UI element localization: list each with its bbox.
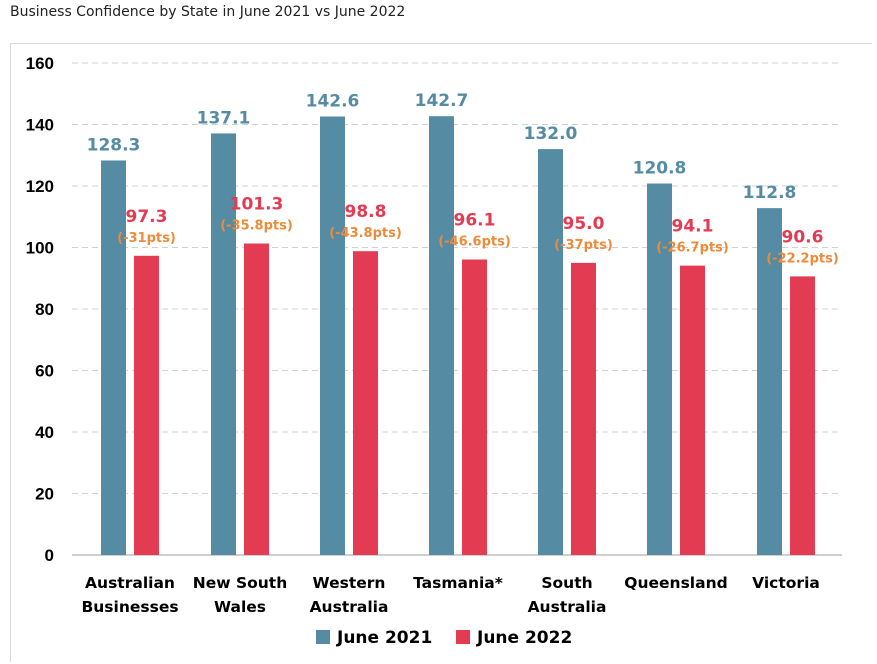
bar-june-2022 (244, 243, 269, 555)
bar-june-2022 (134, 255, 159, 556)
y-tick-label: 60 (35, 362, 54, 381)
data-label-june-2021: 112.8 (743, 183, 797, 203)
x-category-label: Tasmania* (413, 574, 503, 592)
bar-june-2022 (462, 259, 487, 555)
change-label: (-46.6pts) (438, 234, 511, 249)
bar-june-2021 (320, 116, 345, 555)
bar-june-2022 (571, 262, 596, 555)
y-tick-label: 120 (26, 177, 54, 196)
legend-swatch-june-2021 (316, 630, 330, 644)
data-label-june-2022: 90.6 (782, 227, 824, 247)
data-label-june-2022: 101.3 (230, 195, 284, 215)
data-label-june-2021: 142.6 (306, 92, 360, 112)
bar-june-2021 (429, 116, 454, 555)
x-category-label: New South (193, 574, 288, 592)
bar-june-2021 (101, 160, 126, 556)
data-label-june-2021: 128.3 (87, 135, 141, 155)
chart-frame (10, 43, 872, 662)
legend-label-june-2021: June 2021 (336, 628, 432, 648)
data-label-june-2022: 98.8 (345, 202, 387, 222)
change-label: (-43.8pts) (329, 226, 402, 241)
y-tick-label: 20 (35, 485, 54, 504)
x-category-label: Australia (310, 598, 389, 616)
y-tick-label: 100 (26, 239, 54, 258)
bar-june-2022 (790, 276, 815, 555)
change-label: (-22.2pts) (766, 251, 839, 266)
y-tick-label: 80 (35, 300, 54, 319)
x-category-label: Victoria (752, 574, 820, 592)
x-category-label: South (541, 574, 592, 592)
change-label: (-35.8pts) (220, 219, 293, 234)
change-label: (-26.7pts) (656, 241, 729, 256)
data-label-june-2021: 142.7 (415, 91, 469, 111)
bar-june-2022 (353, 251, 378, 555)
x-category-label: Australia (528, 598, 607, 616)
data-label-june-2021: 137.1 (197, 108, 251, 128)
data-label-june-2021: 132.0 (524, 124, 578, 144)
data-label-june-2021: 120.8 (633, 159, 687, 179)
y-tick-label: 0 (45, 546, 54, 565)
x-category-label: Australian (85, 574, 175, 592)
chart-title: Business Confidence by State in June 202… (10, 4, 406, 20)
x-category-label: Western (313, 574, 386, 592)
y-tick-label: 140 (26, 116, 54, 135)
bar-june-2022 (680, 265, 705, 555)
bar-june-2021 (757, 208, 782, 555)
legend-swatch-june-2022 (456, 630, 470, 644)
bar-june-2021 (211, 133, 236, 556)
y-tick-label: 40 (35, 423, 54, 442)
change-label: (-37pts) (554, 238, 613, 253)
x-category-label: Queensland (624, 574, 727, 592)
bar-june-2021 (538, 149, 563, 555)
x-category-label: Wales (214, 598, 266, 616)
bar-june-2021 (647, 183, 672, 556)
data-label-june-2022: 94.1 (672, 217, 714, 237)
x-category-label: Businesses (81, 598, 178, 616)
data-label-june-2022: 97.3 (126, 207, 168, 227)
data-label-june-2022: 96.1 (454, 210, 496, 230)
change-label: (-31pts) (117, 231, 176, 246)
y-tick-label: 160 (26, 54, 54, 73)
data-label-june-2022: 95.0 (563, 214, 605, 234)
legend-label-june-2022: June 2022 (476, 628, 572, 648)
